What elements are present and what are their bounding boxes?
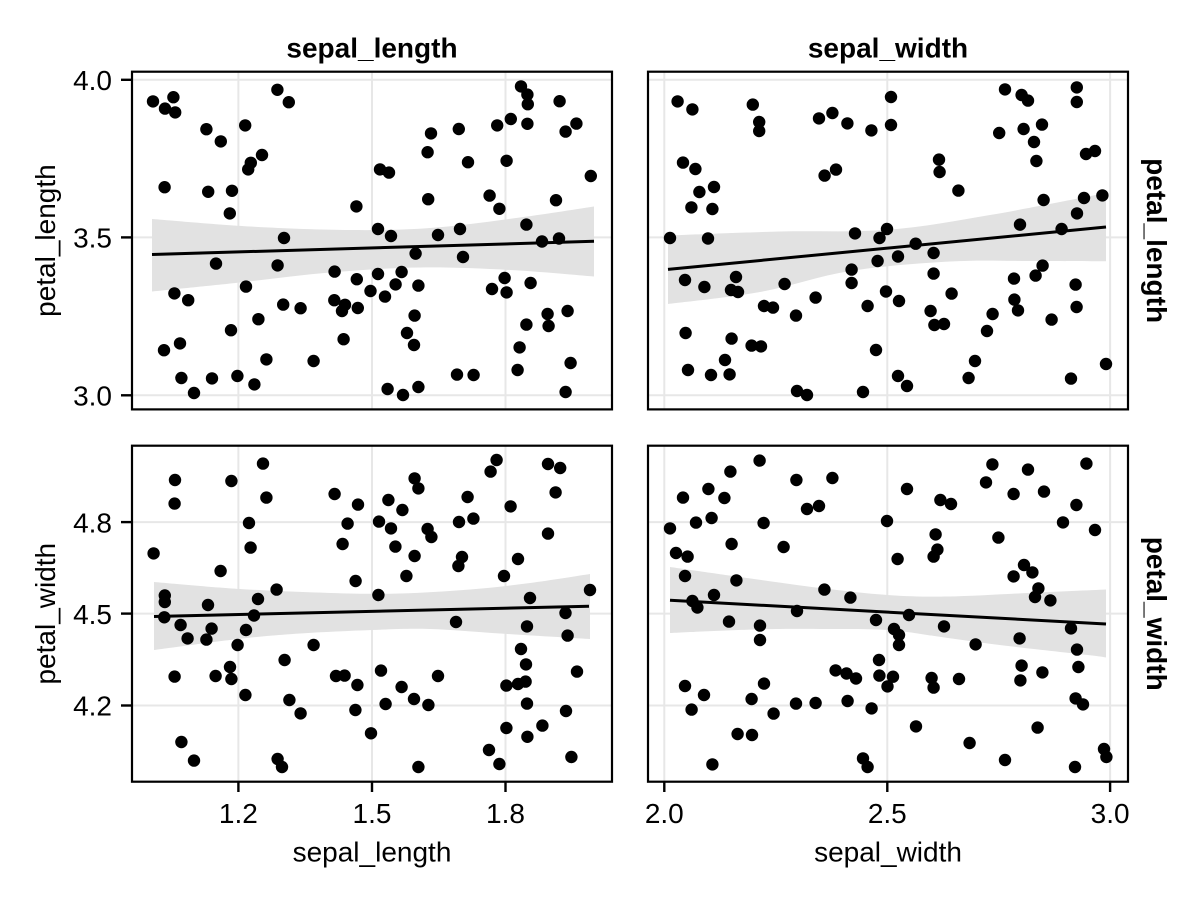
svg-text:petal_length: petal_length: [1141, 158, 1172, 323]
svg-text:petal_width: petal_width: [30, 543, 61, 685]
svg-text:4.0: 4.0: [73, 65, 112, 96]
svg-text:4.8: 4.8: [73, 507, 112, 538]
svg-text:3.5: 3.5: [73, 223, 112, 254]
svg-text:petal_width: petal_width: [1141, 537, 1172, 691]
svg-text:2.0: 2.0: [645, 798, 684, 829]
svg-text:sepal_width: sepal_width: [808, 33, 968, 64]
svg-text:sepal_length: sepal_length: [286, 33, 457, 64]
svg-text:petal_length: petal_length: [30, 164, 61, 317]
svg-text:3.0: 3.0: [1091, 798, 1130, 829]
svg-text:4.5: 4.5: [73, 599, 112, 630]
svg-text:1.5: 1.5: [353, 798, 392, 829]
svg-text:sepal_width: sepal_width: [814, 837, 962, 868]
svg-text:2.5: 2.5: [868, 798, 907, 829]
svg-text:1.8: 1.8: [486, 798, 525, 829]
svg-text:sepal_length: sepal_length: [293, 837, 452, 868]
svg-text:3.0: 3.0: [73, 381, 112, 412]
svg-text:1.2: 1.2: [219, 798, 258, 829]
svg-text:4.2: 4.2: [73, 691, 112, 722]
